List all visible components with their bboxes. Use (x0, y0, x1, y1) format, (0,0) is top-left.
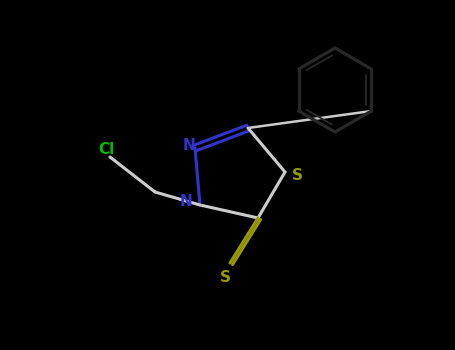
Text: Cl: Cl (98, 141, 114, 156)
Text: N: N (180, 195, 192, 210)
Text: N: N (182, 139, 195, 154)
Text: S: S (219, 270, 231, 285)
Text: S: S (292, 168, 303, 183)
